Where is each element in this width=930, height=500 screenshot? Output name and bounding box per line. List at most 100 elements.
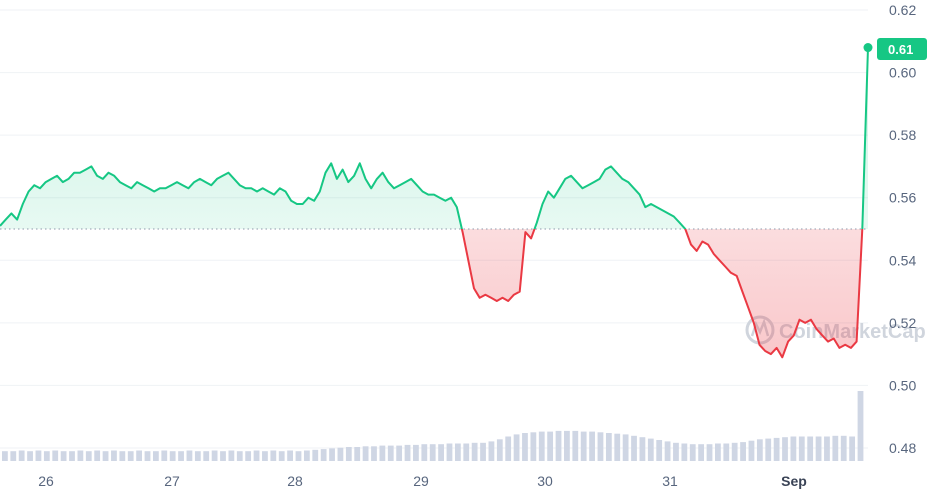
volume-bar	[161, 450, 168, 461]
y-tick-label: 0.48	[889, 440, 916, 456]
volume-bar	[505, 436, 512, 461]
volume-bar	[396, 445, 403, 461]
volume-bar	[857, 391, 864, 461]
volume-bar	[10, 451, 17, 461]
volume-bar	[849, 436, 856, 461]
volume-bar	[756, 439, 763, 461]
volume-bar	[513, 434, 520, 461]
volume-bar	[337, 447, 344, 461]
volume-bar	[278, 451, 285, 461]
volume-bar	[186, 450, 193, 461]
volume-bar	[740, 442, 746, 461]
volume-bar	[211, 450, 218, 461]
volume-bar	[404, 444, 411, 461]
volume-bar	[354, 447, 361, 461]
area-below-baseline	[0, 229, 868, 358]
volume-bar	[362, 446, 369, 461]
y-tick-label: 0.58	[889, 127, 916, 143]
volume-bar	[253, 450, 260, 461]
volume-bar	[488, 441, 495, 461]
volume-bar	[35, 450, 42, 461]
y-tick-label: 0.54	[889, 252, 916, 268]
volume-bar	[471, 442, 478, 461]
volume-bar	[731, 442, 738, 461]
volume-bar	[77, 450, 84, 461]
volume-bar	[765, 438, 772, 461]
volume-bar	[597, 432, 604, 461]
volume-bar	[345, 447, 352, 461]
volume-bar	[169, 451, 176, 461]
volume-bar	[245, 451, 252, 461]
volume-bar	[631, 435, 637, 461]
volume-bar	[429, 444, 436, 461]
volume-bar	[589, 431, 595, 461]
volume-bar	[555, 430, 562, 461]
y-tick-label: 0.50	[889, 377, 916, 393]
price-badge-bg	[877, 38, 927, 60]
volume-bar	[538, 431, 545, 461]
volume-bar	[698, 444, 705, 461]
volume-bar	[119, 451, 126, 461]
volume-bar	[454, 443, 461, 461]
volume-bar	[312, 449, 319, 461]
volume-bar	[547, 431, 554, 461]
volume-bar	[605, 433, 612, 461]
volume-bar	[647, 438, 654, 461]
volume-bar	[69, 451, 75, 461]
volume-bar	[673, 442, 679, 461]
volume-bar	[379, 445, 386, 461]
volume-bar	[522, 433, 528, 461]
y-axis-ticks: 0.62 0.60 0.58 0.56 0.54 0.52 0.50 0.48	[889, 2, 916, 456]
volume-bar	[530, 432, 537, 461]
y-tick-label: 0.56	[889, 190, 916, 206]
volume-bar	[748, 440, 755, 461]
volume-bar	[798, 436, 805, 461]
volume-bar	[178, 451, 184, 461]
volume-bar	[496, 439, 503, 461]
volume-bar	[144, 451, 151, 461]
volume-bar	[564, 430, 570, 461]
x-tick-label: 30	[537, 473, 553, 489]
volume-bar	[94, 450, 101, 461]
volume-bar	[18, 450, 25, 461]
volume-bar	[413, 444, 419, 461]
volume-bar	[421, 444, 428, 461]
x-tick-label: 27	[164, 473, 180, 489]
volume-bar	[614, 433, 621, 461]
x-tick-label: Sep	[781, 473, 807, 489]
volume-bar	[446, 443, 453, 461]
volume-bar	[580, 431, 587, 461]
volume-bar	[203, 451, 210, 461]
volume-bar	[27, 451, 33, 461]
volume-bar	[689, 444, 696, 461]
volume-bar	[706, 444, 713, 461]
area-above-baseline	[0, 47, 868, 229]
volume-bar	[715, 443, 721, 461]
volume-bar	[656, 440, 663, 461]
x-tick-label: 26	[38, 473, 54, 489]
volume-bar	[723, 443, 730, 461]
volume-bar	[236, 451, 243, 461]
volume-bar	[60, 451, 67, 461]
volume-bar	[102, 451, 109, 461]
volume-bar	[43, 451, 50, 461]
volume-bar	[840, 435, 847, 461]
x-axis-ticks: 26 27 28 29 30 31 Sep	[38, 473, 807, 489]
volume-bars	[2, 391, 864, 461]
volume-bar	[782, 437, 788, 461]
volume-bar	[194, 451, 201, 461]
price-line-up	[0, 47, 869, 229]
volume-bar	[287, 450, 293, 461]
volume-bar	[387, 445, 394, 461]
volume-bar	[807, 436, 814, 461]
volume-bar	[85, 451, 92, 461]
volume-bar	[622, 434, 629, 461]
volume-bar	[773, 437, 780, 461]
price-line-down	[460, 229, 864, 359]
volume-bar	[790, 436, 797, 461]
last-price-point	[863, 43, 873, 53]
volume-bar	[681, 443, 688, 461]
y-tick-label: 0.62	[889, 2, 916, 18]
